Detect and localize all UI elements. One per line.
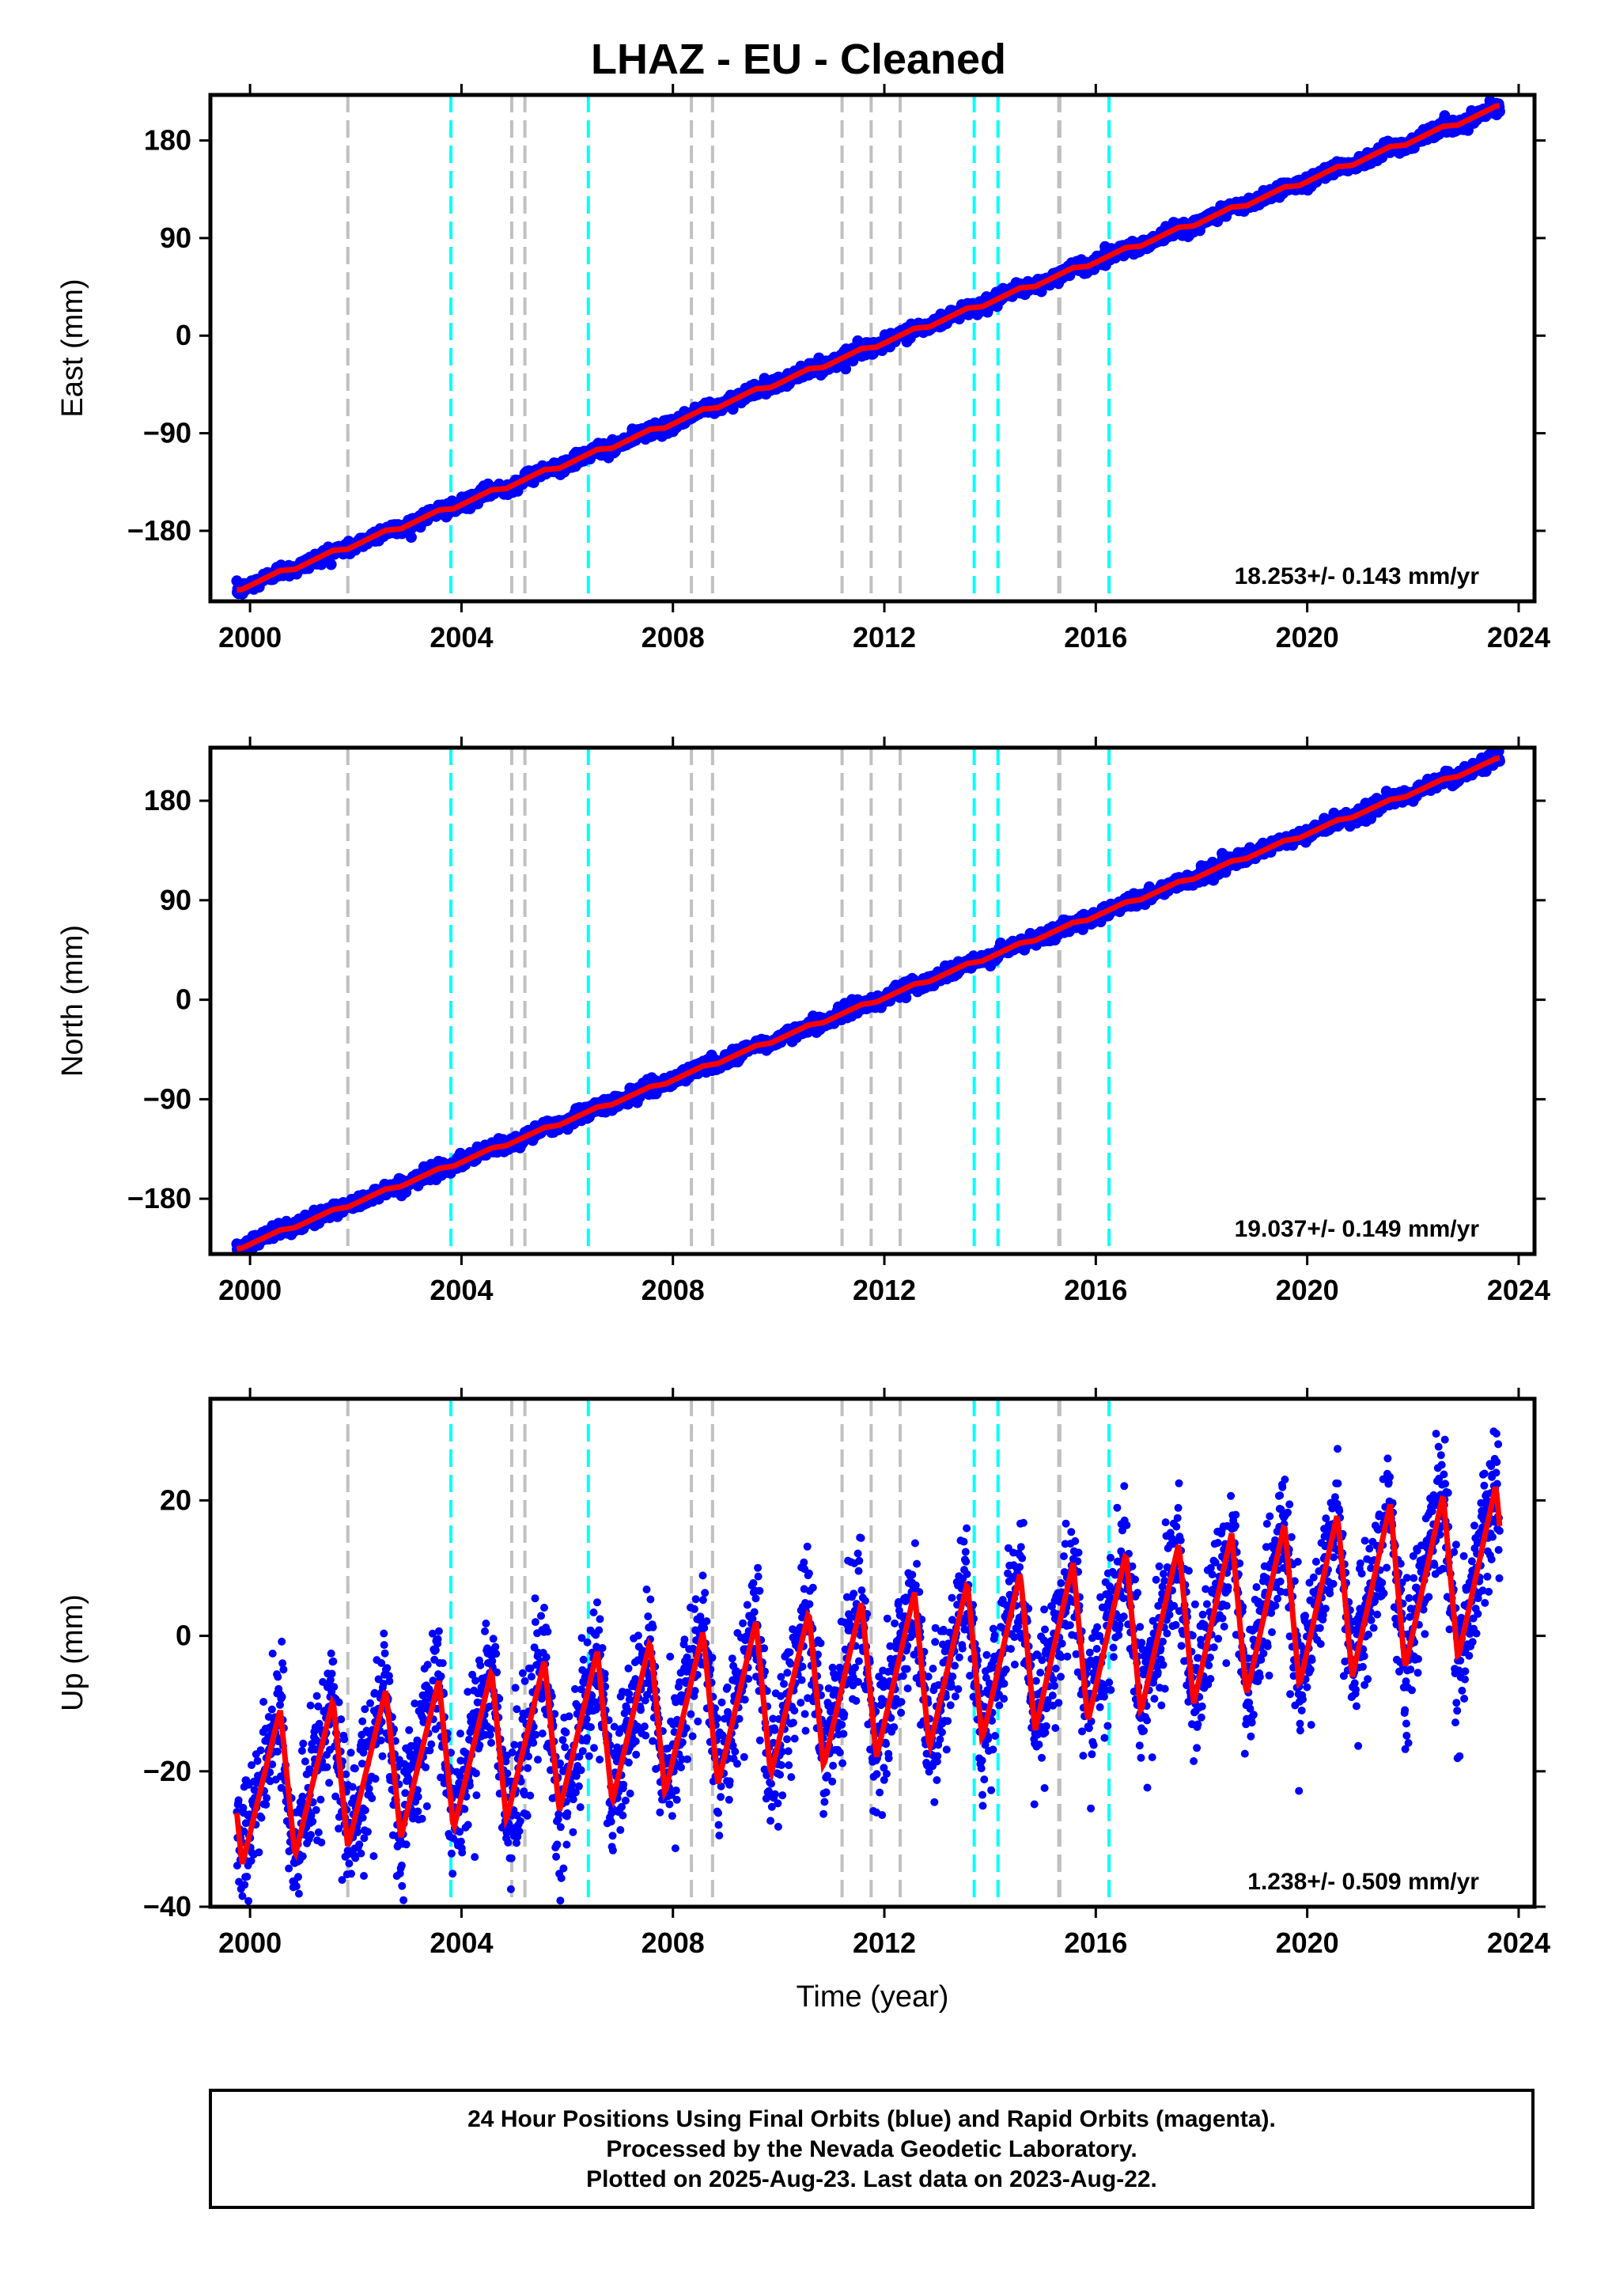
data-point: [325, 559, 337, 570]
rate-label: 18.253+/- 0.143 mm/yr: [1235, 563, 1480, 589]
x-tick-label: 2020: [1276, 621, 1339, 654]
data-point: [405, 532, 417, 544]
y-tick-label: 90: [160, 222, 191, 254]
x-tick-label: 2016: [1064, 621, 1127, 654]
x-tick-label: 2008: [641, 621, 705, 654]
x-tick-label: 2004: [430, 621, 493, 654]
plot-frame: [208, 93, 1537, 604]
x-tick-label: 2000: [218, 621, 282, 654]
y-tick-label: −90: [143, 417, 191, 449]
y-tick-label: −180: [127, 514, 191, 547]
model-fit-line: [237, 103, 1500, 593]
y-tick-label: 180: [144, 124, 191, 157]
y-tick-label: 0: [176, 319, 191, 351]
data-point: [840, 363, 852, 375]
east-panel: −180 −90 0 90 180 2000 2004 2008 2012 2016 2020 202…: [56, 84, 1550, 654]
x-tick-label: 2012: [853, 621, 916, 654]
y-axis-label: East (mm): [56, 278, 89, 417]
x-tick-label: 2024: [1487, 621, 1550, 654]
